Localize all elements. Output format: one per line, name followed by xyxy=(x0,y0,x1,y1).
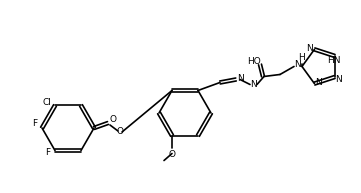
Text: N: N xyxy=(306,44,313,53)
Text: F: F xyxy=(32,119,38,129)
Text: N: N xyxy=(238,74,244,83)
Text: N: N xyxy=(315,78,322,87)
Text: O: O xyxy=(169,150,175,159)
Text: O: O xyxy=(109,115,117,124)
Text: F: F xyxy=(45,148,51,157)
Text: O: O xyxy=(117,128,123,136)
Text: Cl: Cl xyxy=(43,98,51,107)
Text: N: N xyxy=(295,60,301,69)
Text: N: N xyxy=(335,74,342,84)
Text: HO: HO xyxy=(247,57,261,66)
Text: HN: HN xyxy=(327,56,340,65)
Text: N: N xyxy=(251,80,257,89)
Text: H: H xyxy=(299,53,305,62)
